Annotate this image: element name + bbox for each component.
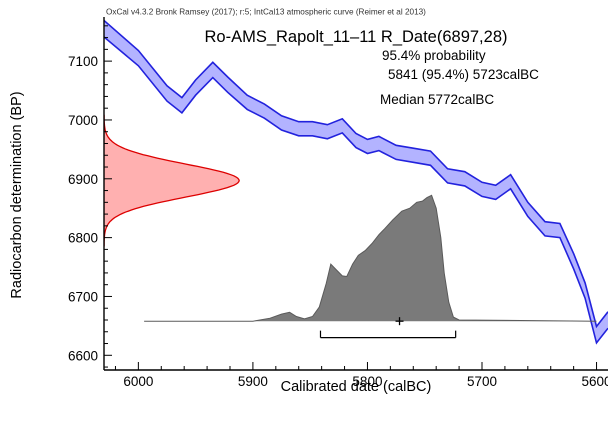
credit-line: OxCal v4.3.2 Bronk Ramsey (2017); r:5; I… [106,8,426,17]
chart-title: Ro-AMS_Rapolt_11–11 R_Date(6897,28) [205,28,508,46]
y-tick-label: 7000 [68,113,98,128]
radiocarbon-distribution-fill [104,114,240,247]
calibration-curve-upper [104,19,608,329]
y-tick-label: 7100 [68,54,98,69]
text-layer: OxCal v4.3.2 Bronk Ramsey (2017); r:5; I… [9,8,539,396]
probability-heading: 95.4% probability [382,48,486,63]
range-95-label: 5841 (95.4%) 5723calBC [388,67,539,82]
x-tick-label: 5900 [238,374,268,389]
x-axis-label: Calibrated date (calBC) [281,379,432,395]
radiocarbon-distribution-outline [104,114,240,247]
x-tick-label: 5600 [582,374,608,389]
calibration-curve-lower [104,36,608,345]
plot-content [104,19,608,345]
y-tick-label: 6600 [68,348,98,363]
calibrated-distribution-fill [144,195,597,322]
y-axis-label: Radiocarbon determination (BP) [9,91,25,298]
x-tick-label: 5800 [352,374,382,389]
x-tick-label: 5700 [467,374,497,389]
axes-layer: 6600 6700 6800 6900 7000 7100 6000 5900 5800 5700… [68,17,608,389]
calibrated-distribution-outline [144,194,597,322]
median-label: Median 5772calBC [380,92,494,107]
y-tick-label: 6900 [68,172,98,187]
calibration-curve-band [104,20,608,343]
x-tick-label: 6000 [123,374,153,389]
y-tick-label: 6700 [68,289,98,304]
y-tick-label: 6800 [68,231,98,246]
